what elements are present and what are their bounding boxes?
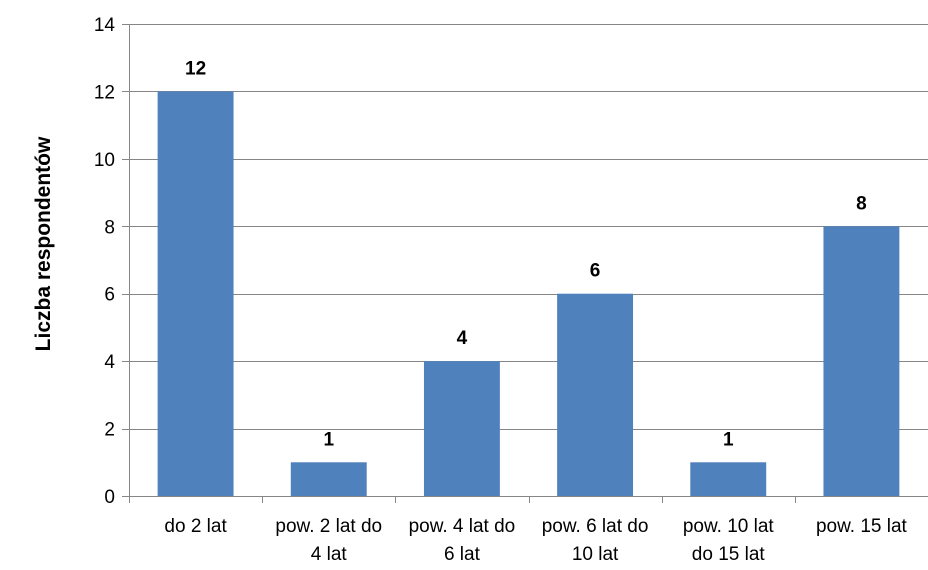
y-tick-label: 8 xyxy=(104,217,115,238)
bar xyxy=(557,293,634,496)
x-tick-label: do 2 lat xyxy=(164,516,227,537)
bar xyxy=(423,361,500,496)
y-tick-label: 6 xyxy=(104,285,115,306)
y-tick-label: 10 xyxy=(94,150,115,171)
x-tick-label: pow. 10 lat do 15 lat xyxy=(683,516,775,565)
y-tick-label: 4 xyxy=(104,352,115,373)
y-tick-label: 12 xyxy=(94,82,115,103)
y-axis-title: Liczba respondentów xyxy=(32,136,55,351)
gridlines xyxy=(129,24,928,430)
data-label: 1 xyxy=(323,429,334,450)
axes xyxy=(122,24,928,503)
bar xyxy=(157,91,234,496)
bar xyxy=(290,462,367,496)
data-label: 4 xyxy=(457,328,468,349)
bar xyxy=(823,226,900,497)
data-label: 6 xyxy=(590,261,601,282)
y-tick-label: 14 xyxy=(94,15,116,36)
x-tick-label: pow. 2 lat do 4 lat xyxy=(275,516,382,565)
y-tick-label: 2 xyxy=(104,420,115,441)
data-label: 12 xyxy=(185,58,206,79)
data-label: 1 xyxy=(723,429,734,450)
bars xyxy=(157,91,900,497)
y-tick-label: 0 xyxy=(104,487,115,508)
x-tick-label: pow. 6 lat do 10 lat xyxy=(542,516,649,565)
bar xyxy=(690,462,767,496)
x-tick-label: pow. 15 lat xyxy=(816,516,908,537)
x-tick-label: pow. 4 lat do 6 lat xyxy=(409,516,516,565)
data-label: 8 xyxy=(856,193,867,214)
